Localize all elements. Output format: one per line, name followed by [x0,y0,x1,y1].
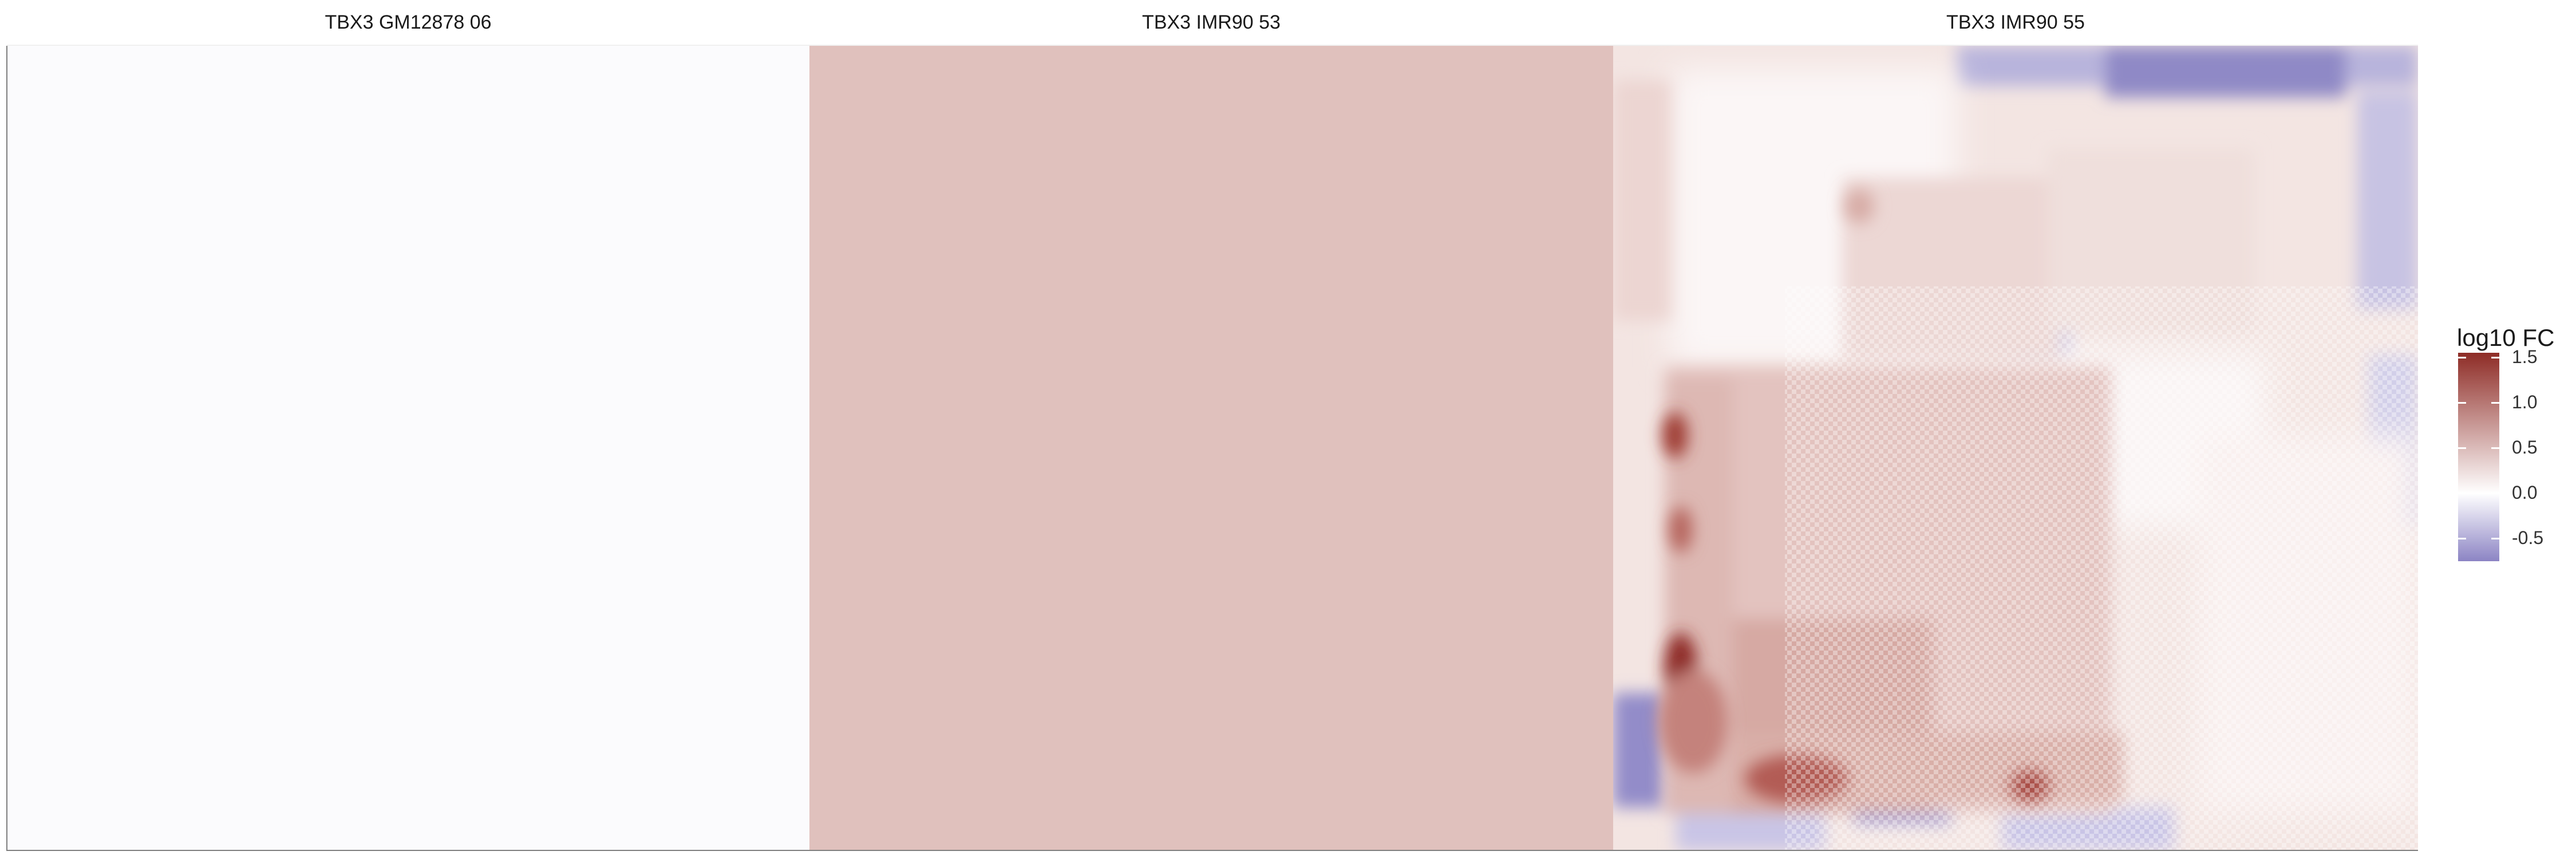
panel-strip-3: TBX3 IMR90 55 [1613,0,2418,46]
heatmap-panel-3-texture [1785,286,2418,850]
legend-tick-mark [2491,447,2499,450]
legend-tick-mark [2491,538,2499,540]
panel-title-2: TBX3 IMR90 53 [1142,11,1281,33]
y-axis-line [6,46,7,851]
legend-tick-label: 0.0 [2512,482,2538,503]
legend-tick-mark [2458,492,2466,495]
legend-tick-label: 1.5 [2512,346,2538,367]
heatmap-panel-2 [809,46,1613,850]
heatmap-panel-3-svg [1613,46,2418,850]
legend-tick-mark [2491,356,2499,358]
panel-title-3: TBX3 IMR90 55 [1946,11,2085,33]
x-axis-line [7,850,2418,851]
legend-tick-mark [2491,492,2499,495]
heatmap-panel-1-svg [7,46,809,850]
heatmap-panel-2-fill [809,46,1613,850]
heatmap-panel-1 [7,46,809,850]
legend-tick-label: 0.5 [2512,437,2538,458]
panel-strip-2: TBX3 IMR90 53 [809,0,1613,46]
color-legend: log10 FC 1.5 1.0 0.5 0.0 -0.5 [2457,324,2571,582]
legend-title: log10 FC [2457,324,2555,351]
legend-tick-mark [2458,538,2466,540]
heatmap-panel-3 [1613,46,2418,850]
heatmap-panel-1-fill [7,46,809,850]
legend-colorbar [2458,353,2499,561]
legend-tick-mark [2458,356,2466,358]
panel-title-1: TBX3 GM12878 06 [325,11,492,33]
legend-tick-label: 1.0 [2512,392,2538,413]
legend-tick-mark [2458,447,2466,450]
panel-strip-1: TBX3 GM12878 06 [7,0,809,46]
legend-tick-mark [2458,402,2466,404]
legend-tick-mark [2491,402,2499,404]
legend-tick-label: -0.5 [2512,527,2544,549]
heatmap-panel-2-svg [809,46,1613,850]
